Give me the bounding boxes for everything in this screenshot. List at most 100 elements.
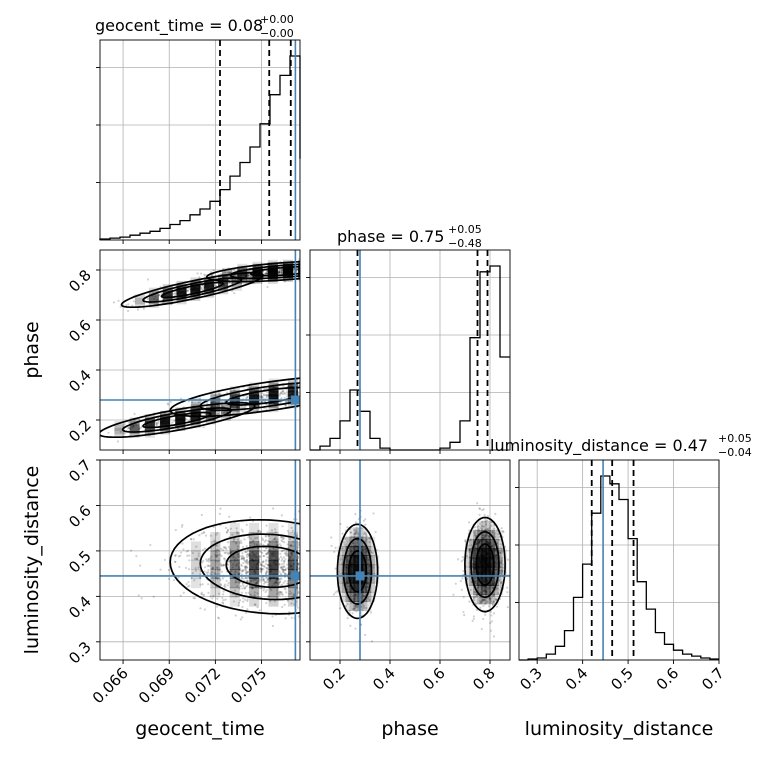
sample-point — [483, 599, 486, 602]
sample-point — [512, 556, 514, 558]
sample-point — [263, 540, 266, 543]
sample-point — [140, 597, 143, 600]
density-cell — [344, 262, 354, 272]
sample-point — [245, 573, 248, 576]
sample-point — [290, 384, 293, 387]
density-cell — [313, 264, 323, 274]
sample-point — [202, 288, 205, 291]
sample-point — [131, 426, 134, 429]
sample-point — [222, 549, 225, 552]
sample-point — [230, 550, 233, 554]
sample-point — [316, 570, 318, 572]
sample-point — [281, 570, 285, 574]
sample-point — [288, 578, 291, 581]
sample-point — [475, 593, 478, 597]
sample-point — [350, 549, 353, 553]
sample-point — [227, 545, 231, 549]
sample-point — [240, 564, 243, 568]
sample-point — [319, 264, 321, 266]
sample-point — [317, 263, 319, 265]
sample-point — [258, 561, 261, 564]
sample-point — [154, 295, 157, 298]
sample-point — [355, 539, 358, 542]
sample-point — [288, 384, 291, 387]
sample-point — [486, 540, 489, 543]
density-cell — [480, 575, 491, 586]
sample-point — [332, 593, 336, 596]
sample-point — [325, 385, 327, 387]
sample-point — [493, 581, 496, 584]
sample-point — [302, 263, 304, 265]
sample-point — [314, 389, 316, 391]
sample-point — [228, 271, 232, 275]
sample-point — [473, 596, 477, 599]
sample-point — [374, 530, 377, 534]
sample-point — [326, 577, 328, 579]
sample-point — [292, 595, 295, 598]
tick-label-phase: 0.6 — [65, 316, 95, 346]
sample-point — [314, 590, 316, 592]
sample-point — [481, 525, 484, 528]
sample-point — [207, 583, 210, 586]
sample-point — [473, 526, 477, 529]
contour-line — [199, 533, 300, 601]
sample-point — [315, 555, 317, 557]
sample-point — [333, 518, 335, 520]
density-cell — [229, 596, 240, 607]
sample-point — [244, 275, 247, 278]
sample-point — [476, 539, 479, 542]
panel-frame — [309, 459, 511, 661]
sample-point — [274, 548, 278, 551]
tick-label-phase: 0.4 — [369, 664, 399, 694]
sample-point — [325, 556, 327, 558]
sample-point — [406, 373, 408, 375]
tick-label-geocent-time: 0.069 — [135, 664, 178, 707]
sample-point — [247, 273, 250, 276]
sample-point — [297, 567, 300, 570]
sample-point — [346, 558, 349, 561]
sample-point — [332, 561, 334, 563]
sample-point — [259, 531, 262, 534]
sample-point — [243, 587, 247, 590]
sample-point — [333, 266, 335, 268]
sample-point — [315, 271, 317, 273]
sample-point — [353, 532, 356, 535]
sample-point — [276, 538, 279, 541]
sample-point — [246, 579, 249, 582]
density-cell — [337, 545, 348, 556]
sample-point — [218, 412, 221, 415]
sample-point — [243, 565, 246, 568]
sample-point — [257, 578, 261, 581]
sample-point — [223, 551, 226, 555]
sample-point — [245, 273, 249, 276]
sample-point — [241, 616, 244, 619]
sample-point — [488, 543, 491, 546]
density-cell — [210, 578, 221, 589]
sample-point — [323, 607, 325, 609]
sample-point — [363, 548, 366, 551]
sample-point — [336, 269, 338, 271]
sample-point — [286, 543, 289, 546]
density-cell — [353, 601, 364, 612]
sample-point — [478, 602, 481, 605]
sample-point — [319, 380, 321, 382]
sample-point — [352, 607, 355, 611]
sample-point — [302, 266, 304, 268]
density-cell — [229, 522, 240, 533]
sample-point — [486, 537, 489, 540]
sample-point — [273, 600, 276, 603]
density-cell — [337, 555, 348, 566]
density-cell — [313, 260, 323, 270]
sample-point — [501, 566, 504, 570]
sample-point — [242, 597, 245, 600]
density-cell — [287, 550, 298, 561]
sample-point — [307, 570, 309, 572]
sample-point — [302, 560, 304, 562]
sample-point — [323, 261, 325, 263]
sample-point — [260, 570, 263, 573]
sample-point — [267, 595, 270, 598]
sample-point — [286, 580, 289, 583]
density-cell — [268, 587, 279, 598]
contour-line — [225, 545, 300, 589]
sample-point — [216, 566, 219, 570]
